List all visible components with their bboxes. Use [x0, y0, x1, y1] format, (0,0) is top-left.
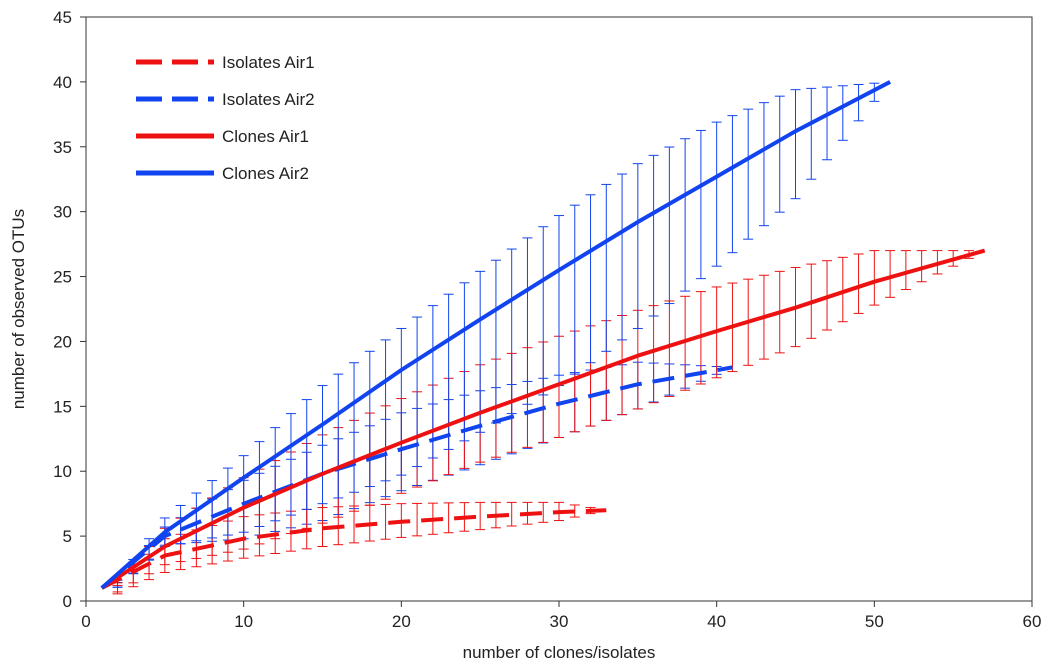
y-tick-label: 25: [53, 268, 72, 287]
y-tick-label: 10: [53, 462, 72, 481]
x-tick-label: 20: [392, 612, 411, 631]
error-bars-layer: [112, 82, 974, 595]
series-line-isolates-air1: [100, 508, 607, 590]
y-tick-label: 40: [53, 73, 72, 92]
x-axis-ticks: 0 10 20 30 40 50 60: [81, 601, 1041, 631]
x-tick-label: 30: [550, 612, 569, 631]
y-tick-label: 0: [63, 592, 72, 611]
x-tick-label: 60: [1023, 612, 1042, 631]
y-tick-label: 45: [53, 8, 72, 27]
legend-label: Clones Air2: [222, 164, 309, 183]
y-axis-ticks: 0 5 10 15 20 25 30 35 40 45: [53, 8, 86, 611]
legend-label: Isolates Air1: [222, 53, 315, 72]
x-tick-label: 0: [81, 612, 90, 631]
legend-label: Isolates Air2: [222, 90, 315, 109]
x-tick-label: 40: [707, 612, 726, 631]
series-line-clones-air2: [100, 80, 892, 590]
y-tick-label: 15: [53, 397, 72, 416]
legend: Isolates Air1 Isolates Air2 Clones Air1 Clo…: [136, 53, 315, 183]
y-tick-label: 30: [53, 203, 72, 222]
y-axis-title: number of observed OTUs: [9, 209, 28, 409]
x-axis-title: number of clones/isolates: [463, 643, 656, 662]
x-tick-label: 10: [234, 612, 253, 631]
series-line-clones-air1: [100, 248, 986, 590]
y-tick-label: 35: [53, 138, 72, 157]
series-line-isolates-air2: [100, 365, 733, 590]
series-lines-layer: [100, 80, 986, 590]
legend-label: Clones Air1: [222, 127, 309, 146]
y-tick-label: 20: [53, 332, 72, 351]
y-tick-label: 5: [63, 527, 72, 546]
x-tick-label: 50: [865, 612, 884, 631]
